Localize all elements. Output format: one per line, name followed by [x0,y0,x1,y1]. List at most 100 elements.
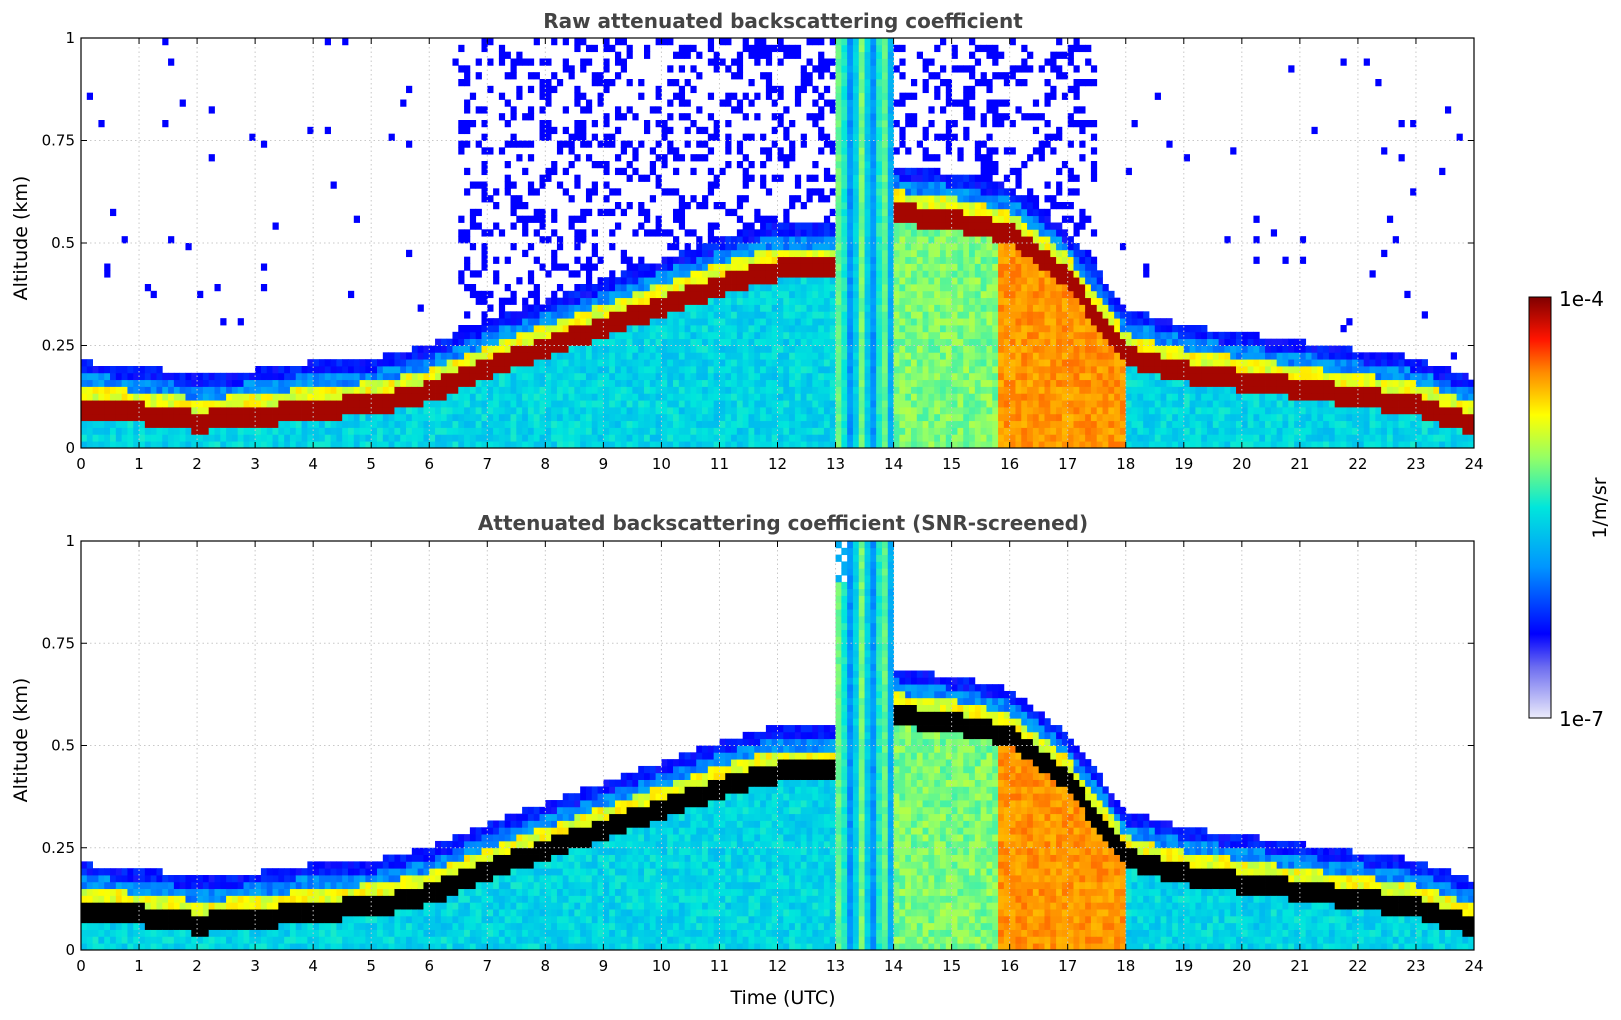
heatmap-cell [864,311,871,319]
heatmap-cell [556,331,564,340]
heatmap-cell [736,331,744,340]
heatmap-cell [481,106,488,114]
heatmap-cell [992,284,999,292]
heatmap-cell [696,427,703,435]
heatmap-cell [202,372,210,381]
heatmap-cell [110,407,117,415]
heatmap-cell [841,318,848,326]
heatmap-cell [829,58,836,66]
heatmap-cell [255,386,262,394]
heatmap-cell [725,359,732,367]
heatmap-cell [864,236,871,244]
heatmap-cell [435,372,442,381]
heatmap-cell [835,263,842,271]
heatmap-cell [899,427,906,435]
heatmap-cell [620,318,627,326]
heatmap-cell [580,215,587,223]
heatmap-cell [696,297,703,305]
heatmap-cell [1015,420,1022,428]
heatmap-cell [754,427,761,435]
heatmap-cell [823,133,831,141]
heatmap-cell [911,174,918,182]
heatmap-cell [469,270,477,278]
heatmap-cell [661,420,668,428]
heatmap-cell [852,174,860,182]
heatmap-cell [916,386,923,394]
heatmap-cell [1015,386,1022,394]
heatmap-cell [626,277,633,285]
heatmap-cell [661,366,668,374]
heatmap-cell [377,366,384,374]
heatmap-cell [626,44,633,53]
heatmap-cell [789,311,796,319]
heatmap-cell [812,38,819,46]
heatmap-cell [905,188,912,196]
heatmap-cell [597,366,604,374]
heatmap-cell [272,441,279,449]
heatmap-cell [568,215,575,223]
heatmap-cell [1003,174,1011,182]
heatmap-cell [609,345,616,353]
heatmap-cell [551,427,558,435]
heatmap-cell [208,106,215,114]
heatmap-cell [864,208,871,217]
heatmap-cell [684,277,691,285]
heatmap-cell [806,284,813,292]
heatmap-cell [893,249,900,258]
heatmap-cell [887,290,894,299]
heatmap-cell [800,441,807,449]
heatmap-cell [760,229,767,237]
heatmap-cell [1003,325,1011,333]
heatmap-cell [220,372,227,381]
heatmap-cell [231,379,239,387]
heatmap-cell [498,58,506,66]
heatmap-cell [789,270,796,278]
heatmap-cell [585,372,593,381]
heatmap-cell [429,400,436,408]
heatmap-cell [493,338,500,346]
heatmap-cell [864,154,871,162]
heatmap-cell [980,270,987,278]
heatmap-cell [574,441,581,449]
heatmap-cell [980,441,987,449]
heatmap-cell [963,366,970,374]
heatmap-cell [986,85,993,94]
heatmap-cell [638,256,645,264]
heatmap-cell [620,434,627,442]
heatmap-cell [870,236,877,244]
heatmap-cell [487,325,494,333]
heatmap-cell [493,277,500,285]
heatmap-cell [719,352,726,360]
heatmap-cell [527,393,535,401]
heatmap-cell [876,345,883,353]
heatmap-cell [881,441,889,449]
heatmap-cell [690,120,697,128]
heatmap-cell [841,202,848,210]
heatmap-cell [777,413,784,422]
heatmap-cell [313,379,320,387]
heatmap-cell [562,413,569,422]
heatmap-cell [748,366,755,374]
heatmap-cell [992,44,999,53]
heatmap-cell [742,427,749,435]
heatmap-cell [562,434,569,442]
heatmap-cell [673,420,680,428]
heatmap-cell [812,427,819,435]
heatmap-cell [266,393,273,401]
heatmap-cell [1021,379,1028,387]
heatmap-cell [992,106,999,114]
heatmap-cell [940,400,947,408]
heatmap-cell [661,331,668,340]
heatmap-cell [614,277,622,285]
heatmap-cell [452,393,459,401]
heatmap-cell [951,270,958,278]
heatmap-cell [498,400,506,408]
heatmap-cell [887,420,894,428]
heatmap-cell [736,379,744,387]
heatmap-cell [870,407,877,415]
heatmap-cell [481,297,488,305]
heatmap-cell [748,133,755,141]
heatmap-cell [1015,249,1022,258]
heatmap-cell [870,181,877,189]
heatmap-cell [794,304,802,312]
